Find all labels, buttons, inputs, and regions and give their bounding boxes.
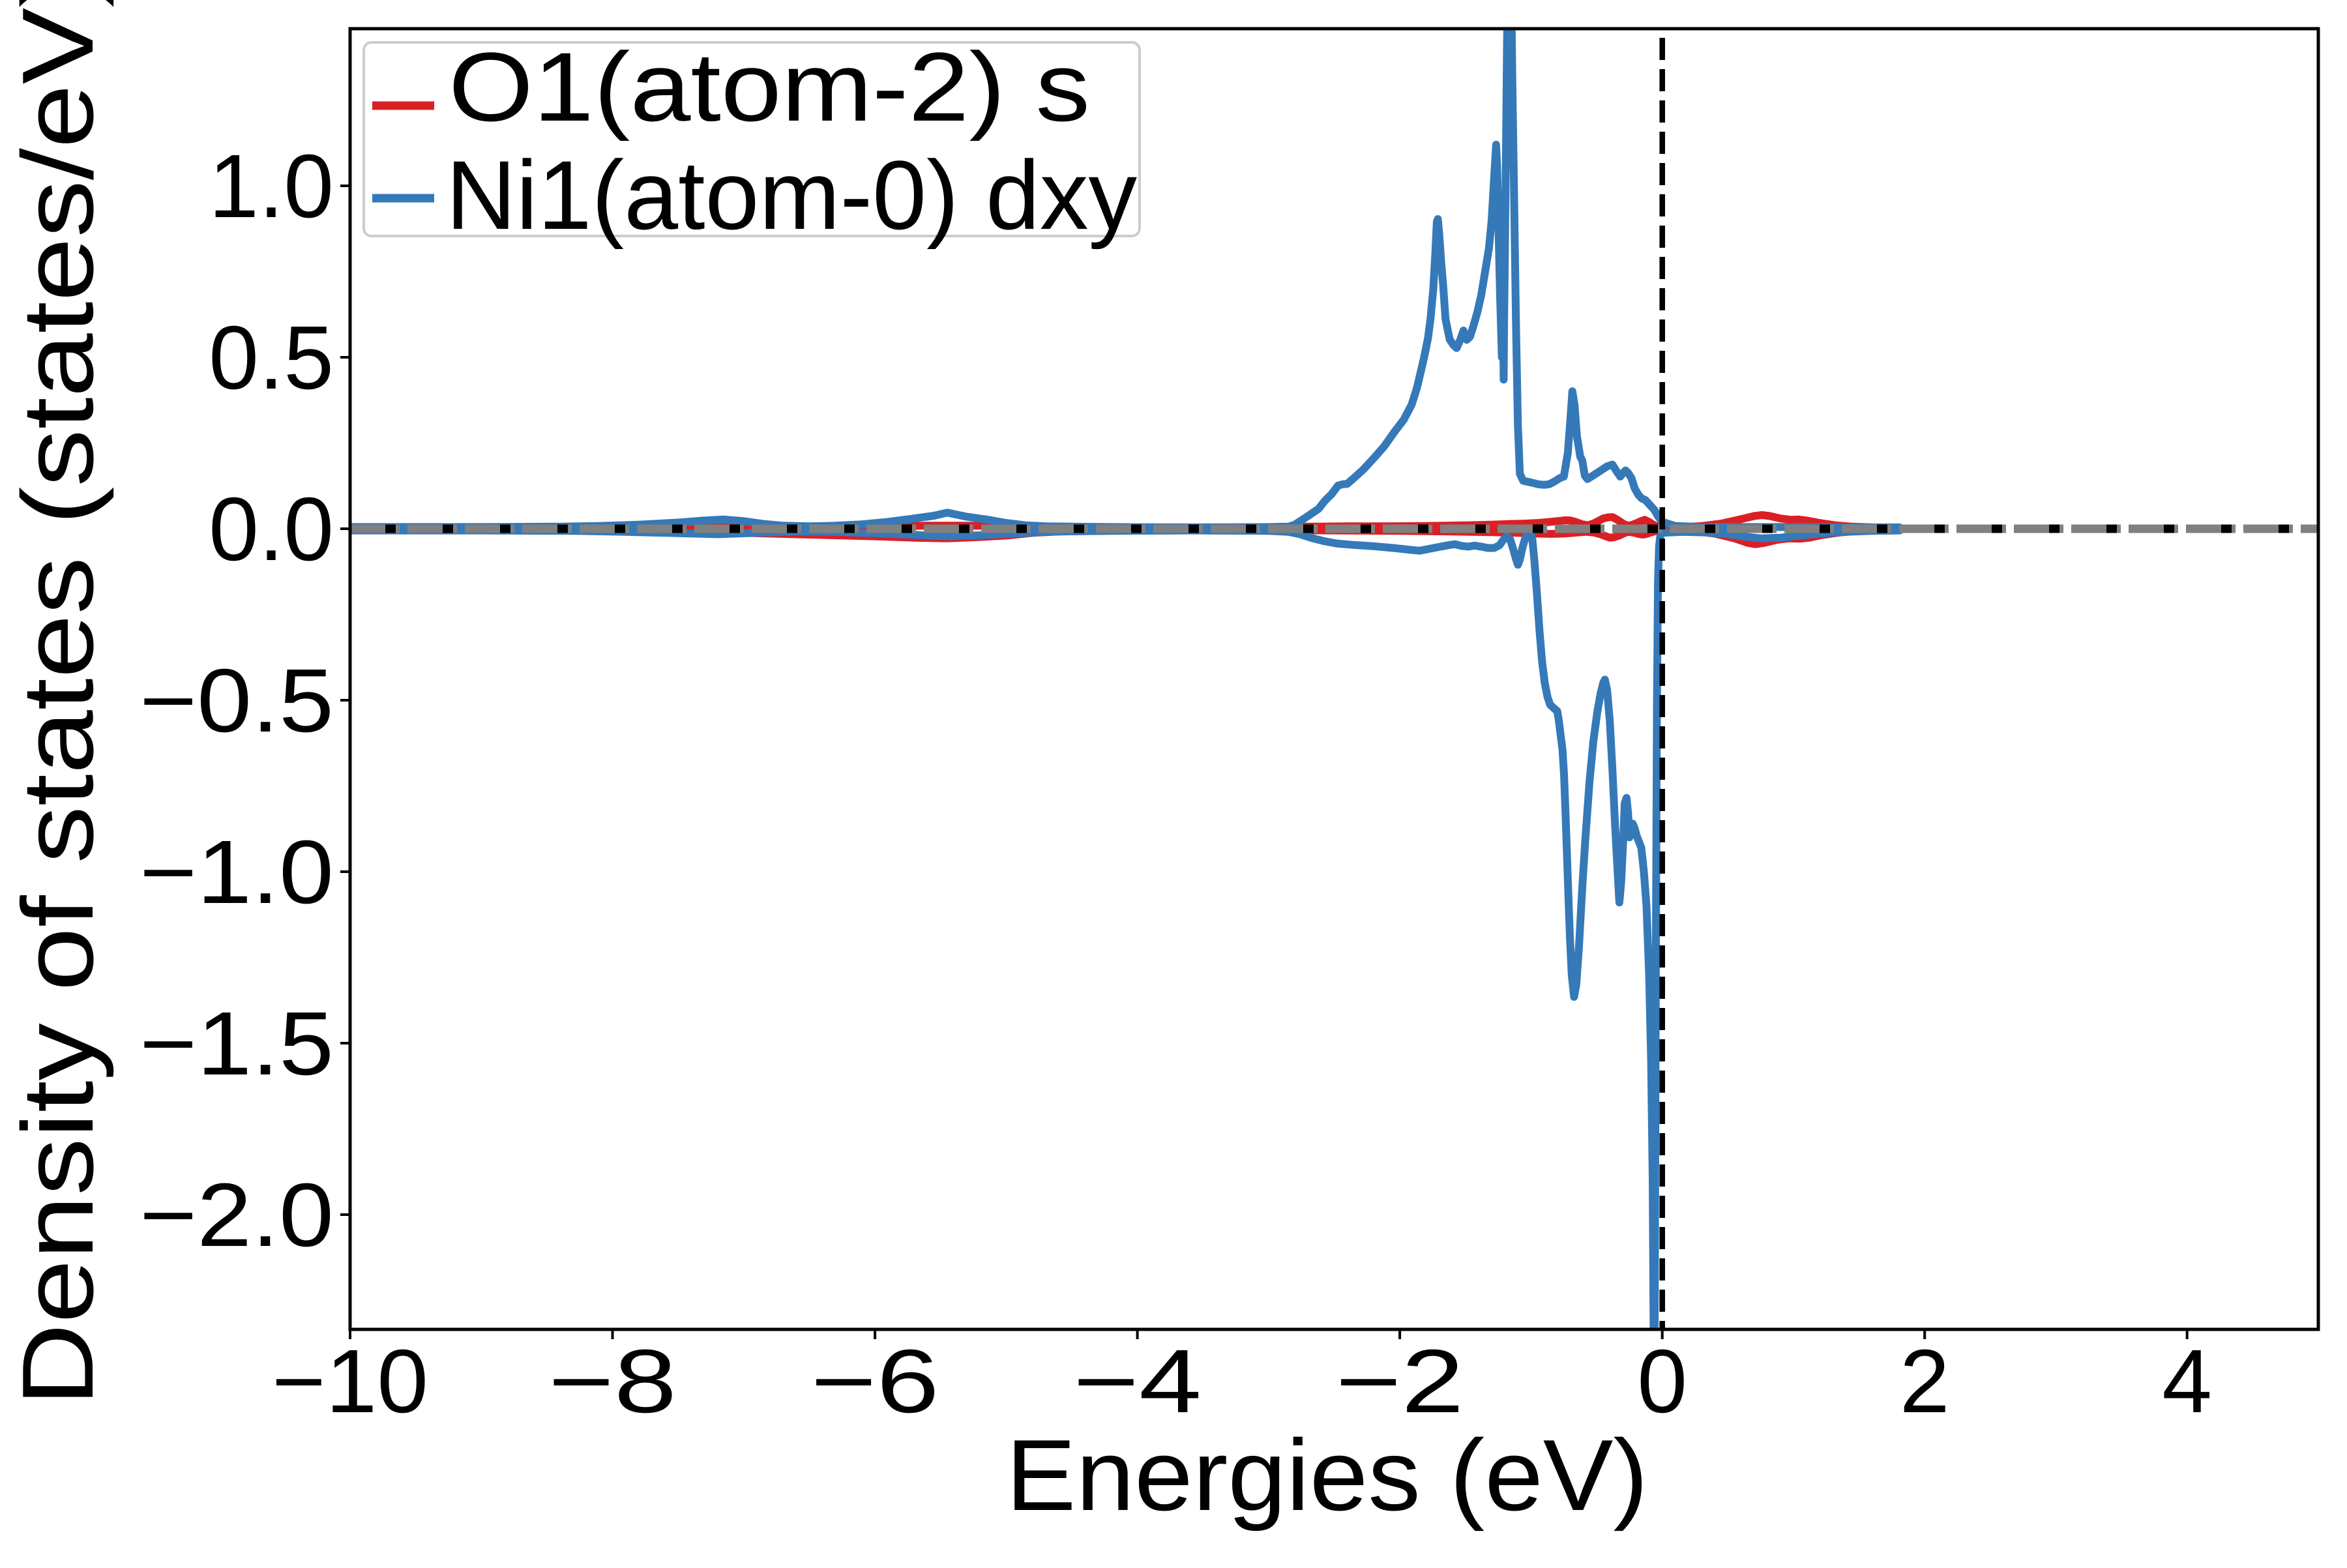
svg-text:−1.5: −1.5 bbox=[140, 994, 334, 1094]
svg-text:−0.5: −0.5 bbox=[140, 651, 334, 751]
svg-text:Ni1(atom-0) dxy: Ni1(atom-0) dxy bbox=[446, 140, 1137, 250]
svg-text:1.0: 1.0 bbox=[209, 136, 334, 237]
svg-text:O1(atom-2) s: O1(atom-2) s bbox=[449, 32, 1090, 141]
svg-text:−6: −6 bbox=[811, 1331, 939, 1432]
svg-text:−2: −2 bbox=[1336, 1331, 1464, 1432]
svg-text:2: 2 bbox=[1900, 1331, 1950, 1432]
svg-text:0.5: 0.5 bbox=[209, 308, 334, 408]
svg-text:Energies (eV): Energies (eV) bbox=[1006, 1419, 1648, 1531]
svg-text:−1.0: −1.0 bbox=[140, 822, 334, 923]
svg-text:0.0: 0.0 bbox=[209, 479, 334, 580]
svg-text:0: 0 bbox=[1637, 1331, 1687, 1432]
svg-text:−8: −8 bbox=[548, 1331, 677, 1432]
svg-text:−2.0: −2.0 bbox=[140, 1165, 334, 1265]
svg-text:−4: −4 bbox=[1073, 1331, 1202, 1432]
svg-text:Density of states (states/eV): Density of states (states/eV) bbox=[1, 0, 114, 1406]
svg-text:−10: −10 bbox=[272, 1331, 428, 1432]
svg-text:4: 4 bbox=[2162, 1331, 2212, 1432]
